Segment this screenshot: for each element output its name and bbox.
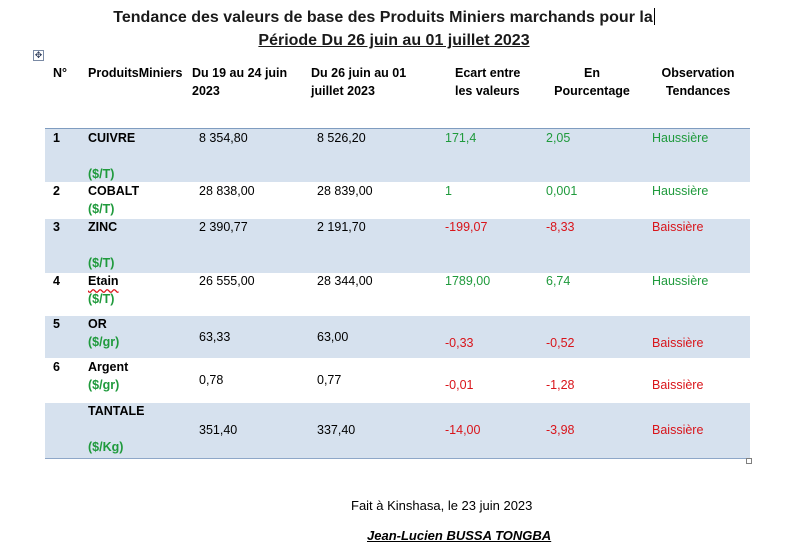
trend-observation: Baissière <box>652 378 704 392</box>
header-observation: Observation Tendances <box>661 66 735 98</box>
trend-observation: Haussière <box>652 274 709 288</box>
document-title-line1: Tendance des valeurs de base des Produit… <box>113 8 655 26</box>
value-ecart: 1 <box>445 184 452 198</box>
footer-signatory: Jean-Lucien BUSSA TONGBA <box>367 528 552 543</box>
footer-place-date: Fait à Kinshasa, le 23 juin 2023 <box>351 498 533 513</box>
table-bottom-border <box>45 458 750 459</box>
value-period2: 337,40 <box>317 423 356 437</box>
value-period2: 28 839,00 <box>317 184 373 198</box>
header-pourcentage: En Pourcentage <box>554 66 630 98</box>
product-unit: ($/gr) <box>88 378 120 392</box>
text-cursor <box>653 8 655 25</box>
table-row-shade <box>45 316 750 358</box>
row-number: 4 <box>53 274 60 288</box>
table-row-shade <box>45 219 750 273</box>
header-ecart: Ecart entre les valeurs <box>455 66 521 98</box>
value-ecart: 1789,00 <box>445 274 491 288</box>
product-name: COBALT <box>88 184 140 198</box>
header-divider <box>45 128 750 129</box>
row-number: 6 <box>53 360 60 374</box>
value-pourcentage: 6,74 <box>546 274 571 288</box>
value-period2: 63,00 <box>317 330 349 344</box>
value-period1: 28 838,00 <box>199 184 255 198</box>
row-number: 2 <box>53 184 60 198</box>
row-number: 5 <box>53 317 60 331</box>
product-name: ZINC <box>88 220 118 234</box>
product-unit: ($/T) <box>88 292 115 306</box>
value-period2: 8 526,20 <box>317 131 366 145</box>
value-ecart: -0,01 <box>445 378 474 392</box>
product-unit: ($/T) <box>88 202 115 216</box>
product-name: Etain <box>88 274 119 288</box>
value-ecart: -199,07 <box>445 220 488 234</box>
trend-observation: Haussière <box>652 131 709 145</box>
row-number: 1 <box>53 131 60 145</box>
value-pourcentage: -1,28 <box>546 378 575 392</box>
value-pourcentage: -0,52 <box>546 336 575 350</box>
value-pourcentage: -3,98 <box>546 423 575 437</box>
value-ecart: -0,33 <box>445 336 474 350</box>
table-row-shade <box>45 129 750 182</box>
value-ecart: 171,4 <box>445 131 477 145</box>
product-name: TANTALE <box>88 404 145 418</box>
value-period1: 0,78 <box>199 373 224 387</box>
table-resize-handle[interactable] <box>746 458 752 464</box>
table-row-shade <box>45 403 750 458</box>
trend-observation: Baissière <box>652 336 704 350</box>
trend-observation: Baissière <box>652 220 704 234</box>
trend-observation: Baissière <box>652 423 704 437</box>
row-number: 3 <box>53 220 60 234</box>
product-unit: ($/T) <box>88 256 115 270</box>
header-produits: ProduitsMiniers <box>88 66 183 80</box>
product-name: CUIVRE <box>88 131 136 145</box>
product-name: Argent <box>88 360 129 374</box>
header-period2: Du 26 juin au 01 juillet 2023 <box>311 66 407 98</box>
value-period1: 8 354,80 <box>199 131 248 145</box>
product-name: OR <box>88 317 107 331</box>
trend-observation: Haussière <box>652 184 709 198</box>
value-period2: 2 191,70 <box>317 220 366 234</box>
product-unit: ($/Kg) <box>88 440 124 454</box>
value-pourcentage: -8,33 <box>546 220 575 234</box>
value-period1: 26 555,00 <box>199 274 255 288</box>
product-unit: ($/T) <box>88 167 115 181</box>
value-period1: 63,33 <box>199 330 231 344</box>
header-period1: Du 19 au 24 juin 2023 <box>192 66 288 98</box>
value-period2: 0,77 <box>317 373 342 387</box>
value-period1: 2 390,77 <box>199 220 248 234</box>
document-title-line2: Période Du 26 juin au 01 juillet 2023 <box>258 32 530 49</box>
header-num: N° <box>53 66 68 80</box>
value-period1: 351,40 <box>199 423 238 437</box>
value-pourcentage: 0,001 <box>546 184 578 198</box>
product-unit: ($/gr) <box>88 335 120 349</box>
value-pourcentage: 2,05 <box>546 131 571 145</box>
table-move-handle-icon[interactable]: ✥ <box>33 50 44 61</box>
value-ecart: -14,00 <box>445 423 481 437</box>
value-period2: 28 344,00 <box>317 274 373 288</box>
